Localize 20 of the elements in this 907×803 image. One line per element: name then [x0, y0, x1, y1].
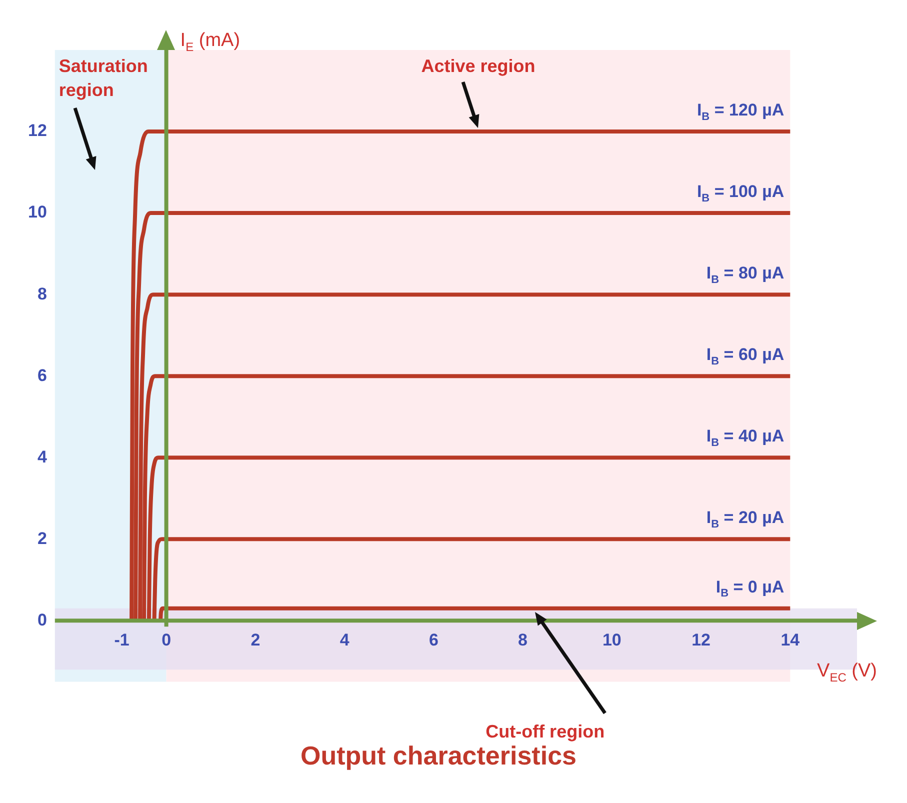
x-tick-label: 0	[162, 630, 172, 650]
y-tick-label: 10	[28, 202, 47, 222]
y-tick-label: 6	[37, 366, 47, 385]
band-label: Saturation region	[58, 56, 148, 100]
text: Output characteristics	[300, 740, 576, 771]
x-tick-label: 4	[340, 630, 350, 650]
x-tick-label: 12	[692, 630, 710, 650]
y-tick-label: 4	[37, 447, 48, 466]
x-tick-label: -1	[114, 630, 130, 650]
y-tick-label: 2	[37, 528, 47, 548]
x-tick-label: 14	[780, 630, 800, 650]
x-tick-label: 6	[428, 630, 438, 650]
y-tick-label: 12	[28, 121, 47, 140]
x-tick-label: 10	[602, 630, 622, 650]
x-tick-label: 2	[250, 630, 260, 650]
band-label: Cut-off region	[486, 722, 605, 742]
y-tick-label: 0	[37, 610, 47, 630]
y-tick-label: 8	[37, 284, 47, 304]
x-tick-label: 8	[518, 630, 528, 650]
band-label: Active region	[421, 56, 536, 76]
